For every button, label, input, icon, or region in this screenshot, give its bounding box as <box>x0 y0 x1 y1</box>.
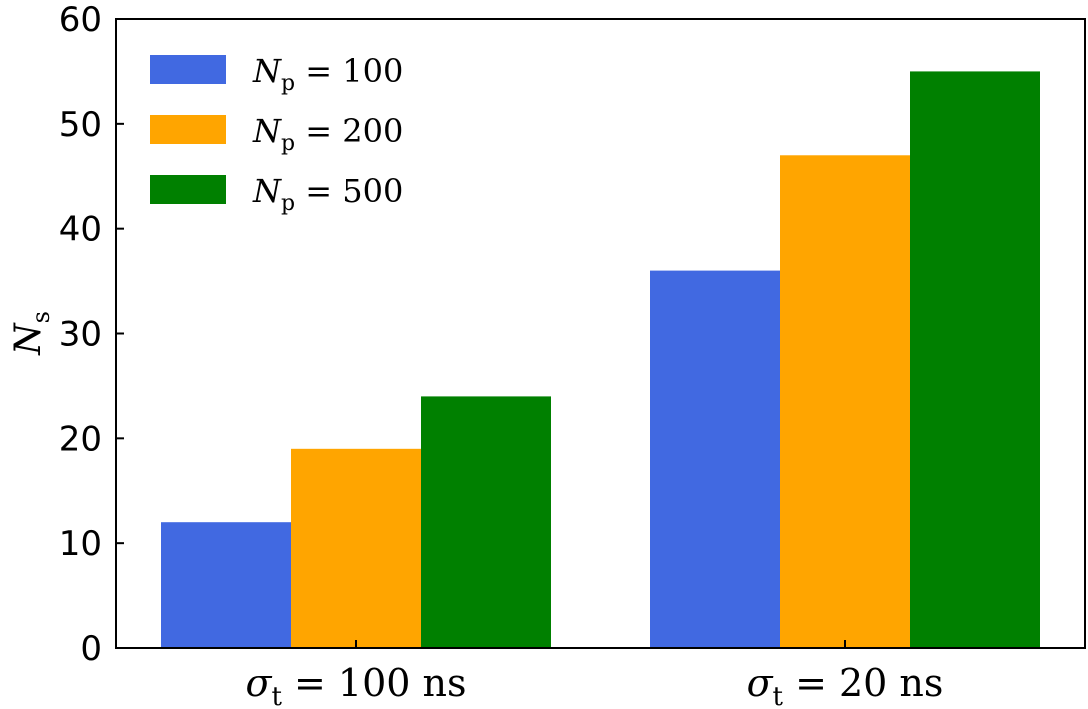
y-tick-label: 50 <box>59 105 102 145</box>
legend-swatch <box>150 175 226 204</box>
y-axis-ticks: 0 10 20 30 40 50 60 <box>59 0 124 669</box>
x-axis-ticks: σt = 100 ns σt = 20 ns <box>246 640 944 709</box>
bar-series-3-category-1 <box>421 396 551 648</box>
x-category-label: σt = 100 ns <box>246 661 467 709</box>
y-tick-label: 20 <box>59 419 102 459</box>
bar-series-3-category-2 <box>910 71 1040 648</box>
y-tick-label: 0 <box>80 629 102 669</box>
bar-series-1-category-1 <box>161 522 291 648</box>
bars-layer <box>161 71 1040 649</box>
bar-series-1-category-2 <box>650 270 780 648</box>
legend-swatch <box>150 55 226 84</box>
y-axis-label-text: Ns <box>8 311 55 356</box>
legend: Np = 100 Np = 200 Np = 500 <box>150 52 403 216</box>
y-tick-label: 30 <box>59 315 102 355</box>
legend-label: Np = 500 <box>252 172 403 216</box>
legend-label: Np = 100 <box>252 52 403 96</box>
y-axis-label: Ns <box>8 311 55 356</box>
y-tick-label: 40 <box>59 210 102 250</box>
legend-swatch <box>150 115 226 144</box>
bar-series-2-category-1 <box>291 448 421 648</box>
x-category-label: σt = 20 ns <box>747 661 944 709</box>
y-tick-label: 60 <box>59 0 102 40</box>
y-tick-label: 10 <box>59 524 102 564</box>
bar-series-2-category-2 <box>780 155 910 649</box>
legend-label: Np = 200 <box>252 112 403 156</box>
